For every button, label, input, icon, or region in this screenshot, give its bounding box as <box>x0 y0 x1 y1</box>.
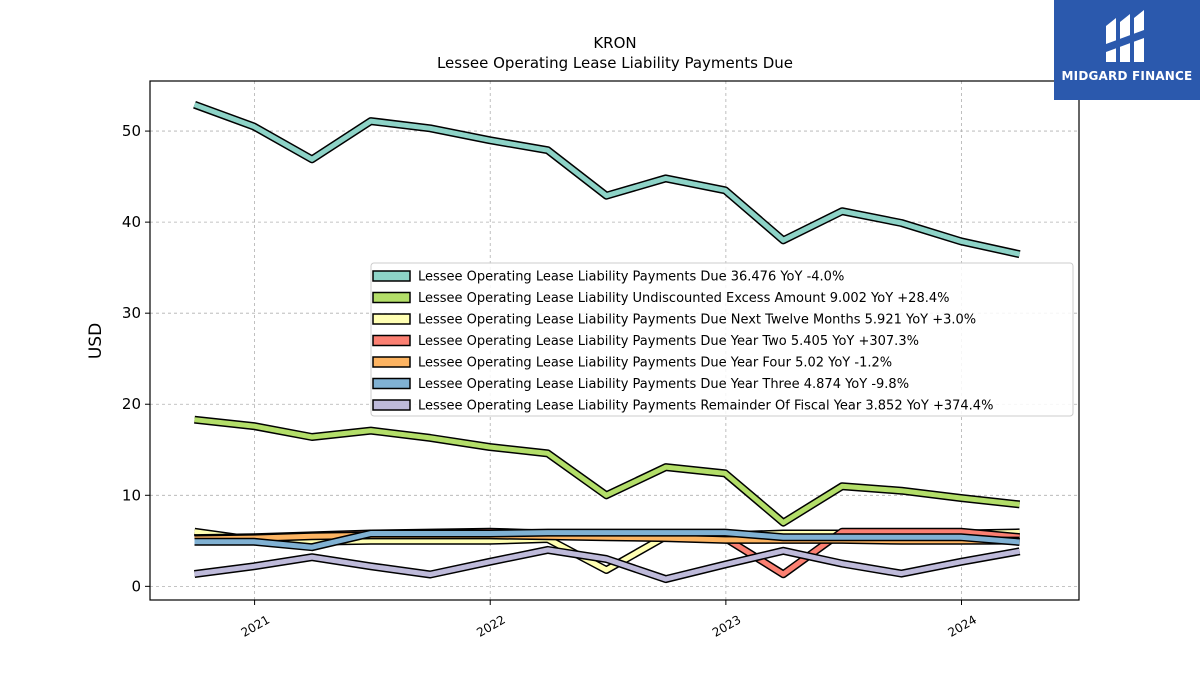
brand-logo: MIDGARD FINANCE <box>1054 0 1200 100</box>
legend-label: Lessee Operating Lease Liability Undisco… <box>418 291 949 306</box>
y-tick-label: 50 <box>122 122 141 140</box>
y-tick-label: 0 <box>131 577 141 595</box>
legend: Lessee Operating Lease Liability Payment… <box>370 262 1074 417</box>
x-tick-label: 2024 <box>946 612 979 639</box>
x-tick-label: 2021 <box>239 612 272 639</box>
brand-name: MIDGARD FINANCE <box>1061 69 1193 83</box>
legend-box <box>370 262 1074 417</box>
y-ticks: 0 10 20 30 40 50 <box>122 122 150 595</box>
y-tick-label: 40 <box>122 213 141 231</box>
legend-label: Lessee Operating Lease Liability Payment… <box>418 313 976 328</box>
series-line <box>194 547 1021 582</box>
y-tick-label: 30 <box>122 304 141 322</box>
series-line <box>194 417 1020 526</box>
chart-subtitle: Lessee Operating Lease Liability Payment… <box>437 54 793 72</box>
legend-swatch <box>372 334 411 347</box>
logo-mark-icon <box>1106 10 1144 62</box>
series-line <box>194 530 1020 550</box>
legend-swatch <box>372 377 411 390</box>
legend-swatch <box>372 270 411 282</box>
series-lines <box>193 100 1021 584</box>
x-ticks: 2021 2022 2023 2024 <box>239 600 979 640</box>
legend-label: Lessee Operating Lease Liability Payment… <box>418 356 892 371</box>
y-axis-label: USD <box>86 323 106 359</box>
plot-frame <box>149 80 1080 601</box>
x-tick-label: 2022 <box>474 612 507 639</box>
legend-swatch <box>372 313 411 325</box>
legend-swatch <box>372 356 411 368</box>
series-line <box>193 102 1021 257</box>
legend-label: Lessee Operating Lease Liability Payment… <box>418 334 919 349</box>
x-tick-label: 2023 <box>710 612 743 639</box>
legend-swatch <box>372 399 411 411</box>
legend-label: Lessee Operating Lease Liability Payment… <box>418 377 909 392</box>
legend-swatch <box>372 291 411 304</box>
series-line-outline <box>193 100 1021 259</box>
y-tick-label: 10 <box>122 486 141 504</box>
legend-label: Lessee Operating Lease Liability Payment… <box>418 399 993 414</box>
legend-label: Lessee Operating Lease Liability Payment… <box>418 270 844 285</box>
chart-title: KRON <box>593 34 636 52</box>
y-tick-label: 20 <box>122 395 141 413</box>
